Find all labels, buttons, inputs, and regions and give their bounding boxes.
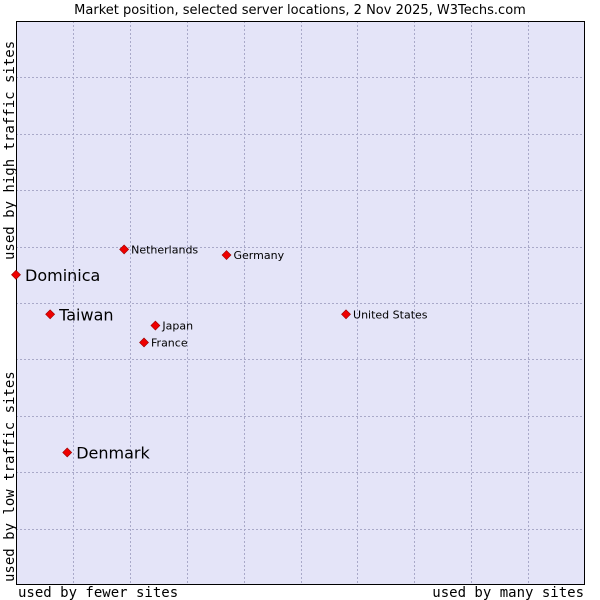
point-label: United States [353,308,428,321]
point-marker [341,309,351,320]
point-marker [11,269,21,280]
x-axis-label-left: used by fewer sites [18,585,178,600]
point-marker [62,447,73,458]
data-point-taiwan: Taiwan [45,305,114,324]
data-point-germany: Germany [221,249,285,262]
data-points: Dominica Taiwan Denmark Netherlands Germany J… [11,243,428,462]
point-marker [45,309,56,320]
point-marker [150,320,161,331]
plot-border [16,21,585,585]
y-axis-label-bottom: used by low traffic sites [2,371,18,582]
data-point-united-states: United States [341,308,428,321]
point-label: Germany [234,249,285,262]
data-point-france: France [139,336,188,349]
data-point-japan: Japan [150,320,193,333]
y-axis-label-top: used by high traffic sites [2,41,18,260]
x-axis-label-right: used by many sites [432,585,584,600]
chart-title: Market position, selected server locatio… [74,3,526,18]
data-point-denmark: Denmark [62,443,150,462]
point-label: Dominica [25,266,100,285]
grid [16,21,585,585]
data-point-netherlands: Netherlands [119,243,198,256]
point-label: Netherlands [131,243,198,256]
point-label: Japan [161,320,193,333]
point-label: Taiwan [58,305,113,324]
point-label: Denmark [76,443,150,462]
point-marker [139,337,149,348]
point-marker [119,244,130,255]
point-marker [221,250,232,260]
point-label: France [151,336,188,349]
data-point-dominica: Dominica [11,266,100,285]
